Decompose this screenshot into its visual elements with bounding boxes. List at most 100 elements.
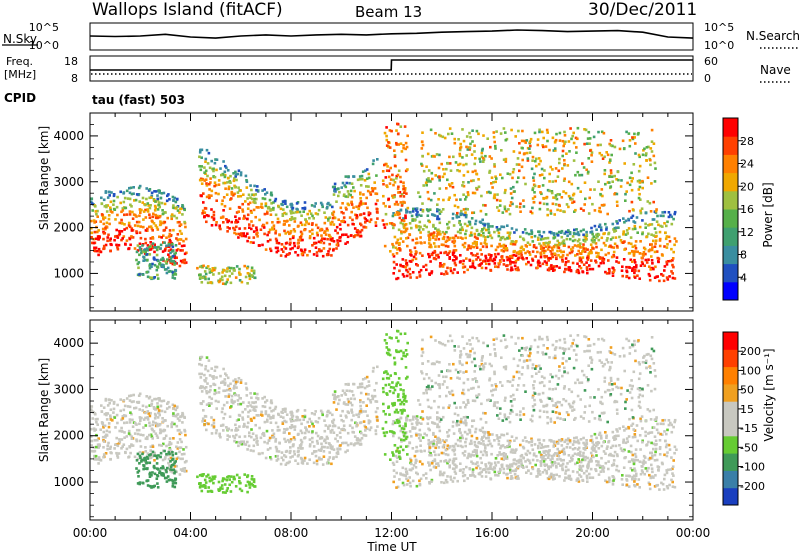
echo-cell [233, 192, 236, 196]
echo-cell [219, 435, 222, 439]
echo-cell [218, 224, 221, 227]
echo-cell [139, 419, 142, 422]
echo-cell [203, 423, 206, 426]
echo-cell [549, 250, 552, 253]
echo-cell [112, 402, 116, 405]
echo-cell [513, 190, 516, 193]
echo-cell [597, 254, 600, 258]
echo-cell [233, 439, 236, 443]
echo-cell [526, 157, 530, 160]
echo-cell [462, 181, 465, 184]
echo-cell [580, 260, 584, 264]
echo-cell [230, 400, 234, 404]
echo-cell [478, 220, 482, 224]
echo-cell [512, 253, 516, 257]
echo-cell [234, 276, 238, 279]
echo-cell [115, 234, 118, 238]
echo-cell [362, 420, 366, 423]
echo-cell [594, 468, 597, 471]
echo-cell [162, 265, 165, 269]
echo-cell [647, 224, 650, 227]
echo-cell [560, 196, 564, 199]
echo-cell [261, 451, 264, 455]
echo-cell [316, 233, 319, 237]
echo-cell [531, 240, 535, 243]
echo-cell [631, 177, 634, 180]
echo-cell [140, 208, 143, 212]
echo-cell [663, 430, 666, 433]
echo-cell [609, 238, 613, 241]
echo-cell [285, 413, 289, 416]
echo-cell [432, 231, 436, 234]
echo-cell [572, 141, 576, 145]
echo-cell [419, 208, 423, 211]
echo-cell [384, 204, 387, 208]
echo-cell [630, 450, 633, 454]
echo-cell [562, 179, 566, 182]
echo-cell [158, 397, 161, 400]
echo-cell [527, 260, 530, 264]
echo-cell [561, 167, 564, 170]
echo-cell [593, 240, 596, 244]
echo-cell [618, 235, 621, 239]
echo-cell [537, 263, 540, 267]
echo-cell [472, 245, 475, 249]
echo-cell [303, 250, 306, 254]
echo-cell [448, 465, 451, 469]
echo-cell [604, 479, 607, 482]
echo-cell [333, 182, 337, 186]
echo-cell [575, 228, 578, 231]
echo-cell [628, 266, 631, 269]
echo-cell [446, 222, 449, 226]
echo-cell [374, 221, 378, 224]
echo-cell [441, 439, 445, 442]
echo-cell [418, 251, 422, 255]
echo-cell [246, 239, 249, 243]
nsky-label: N.Sky [3, 32, 37, 46]
echo-cell [667, 215, 671, 219]
echo-cell [605, 226, 608, 229]
echo-cell [453, 268, 456, 271]
echo-cell [520, 139, 524, 143]
echo-cell [268, 406, 272, 410]
echo-cell [417, 191, 420, 194]
echo-cell [627, 241, 631, 245]
echo-cell [129, 411, 132, 414]
echo-cell [411, 219, 414, 222]
echo-cell [226, 388, 229, 392]
colorbar-cell [723, 281, 738, 301]
echo-cell [182, 239, 185, 243]
echo-cell [453, 193, 456, 197]
echo-cell [131, 425, 135, 428]
echo-cell [235, 225, 238, 229]
echo-cell [246, 282, 249, 285]
echo-cell [239, 378, 243, 382]
echo-cell [210, 367, 213, 370]
echo-cell [556, 458, 559, 461]
echo-cell [282, 408, 285, 411]
echo-cell [496, 228, 500, 231]
echo-cell [517, 250, 521, 254]
echo-cell [183, 470, 187, 473]
echo-cell [568, 251, 572, 255]
echo-cell [395, 277, 398, 281]
echo-cell [180, 415, 183, 418]
echo-cell [655, 208, 658, 211]
echo-cell [454, 161, 458, 164]
echo-cell [471, 265, 474, 268]
echo-cell [181, 204, 184, 207]
echo-cell [153, 246, 156, 249]
colorbar-cell [723, 172, 738, 192]
echo-cell [275, 239, 279, 242]
echo-cell [535, 246, 538, 250]
echo-cell [471, 253, 475, 257]
echo-cell [203, 379, 206, 382]
echo-cell [156, 422, 159, 426]
echo-cell [586, 248, 589, 251]
echo-cell [551, 269, 555, 272]
echo-cell [355, 413, 358, 417]
echo-cell [578, 257, 582, 260]
echo-cell [596, 443, 599, 446]
echo-cell [329, 431, 333, 434]
echo-cell [129, 186, 133, 190]
